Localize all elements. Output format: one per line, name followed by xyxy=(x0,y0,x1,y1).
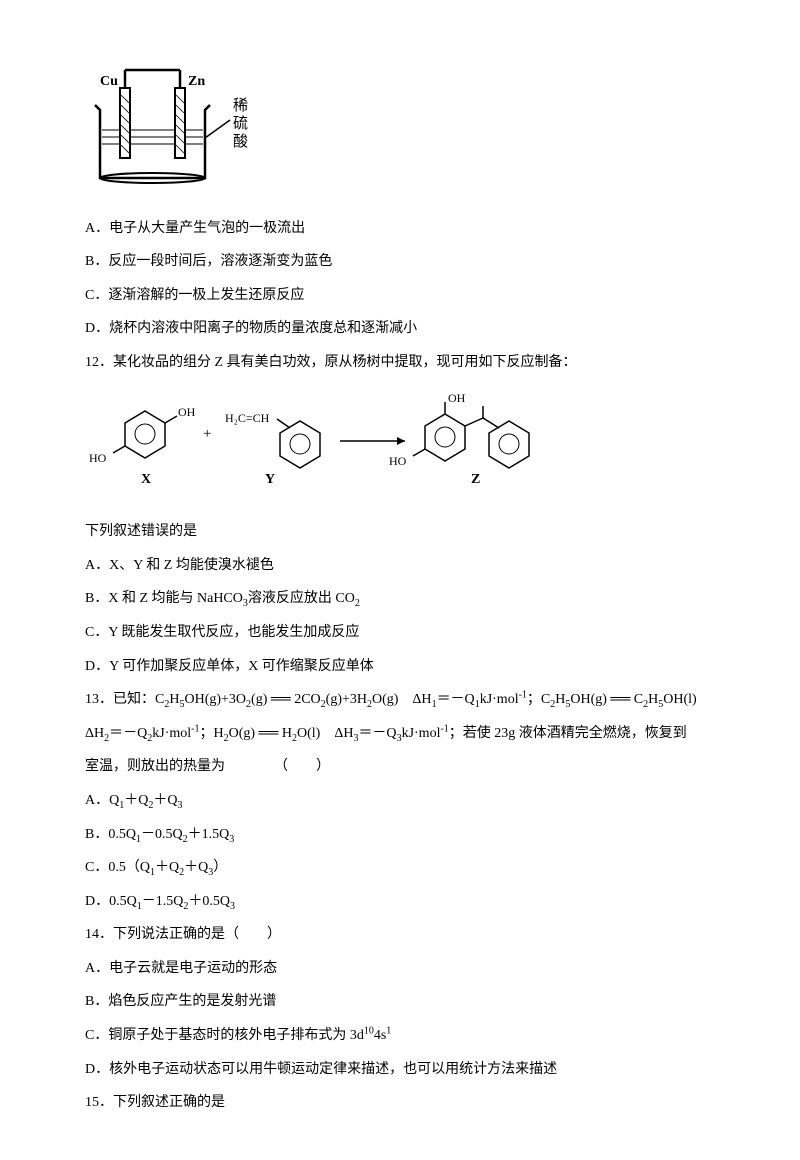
q12-option-b: B．X 和 Z 均能与 NaHCO3溶液反应放出 CO2 xyxy=(85,582,715,616)
beaker-diagram: Cu Zn 稀 硫 酸 xyxy=(85,60,715,204)
label-acid2: 硫 xyxy=(233,115,248,132)
q15-stem: 15．下列叙述正确的是 xyxy=(85,1086,715,1120)
svg-text:Y: Y xyxy=(265,472,275,487)
q14-option-d: D．核外电子运动状态可以用牛顿运动定律来描述，也可以用统计方法来描述 xyxy=(85,1053,715,1087)
label-cu: Cu xyxy=(100,74,118,89)
q11-option-a: A．电子从大量产生气泡的一极流出 xyxy=(85,212,715,246)
label-zn: Zn xyxy=(188,74,205,89)
q11-option-b: B．反应一段时间后，溶液逐渐变为蓝色 xyxy=(85,245,715,279)
q13-option-b: B．0.5Q1－0.5Q2＋1.5Q3 xyxy=(85,818,715,852)
svg-text:HO: HO xyxy=(389,454,407,468)
q14-option-a: A．电子云就是电子运动的形态 xyxy=(85,952,715,986)
q13-option-d: D．0.5Q1－1.5Q2＋0.5Q3 xyxy=(85,885,715,919)
q13-stem-2: ΔH2＝－Q2kJ·mol-1；H2O(g) ══ H2O(l) ΔH3＝－Q3… xyxy=(85,717,715,751)
q13-stem-1: 13．已知：C2H5OH(g)+3O2(g) ══ 2CO2(g)+3H2O(g… xyxy=(85,683,715,717)
svg-text:X: X xyxy=(141,472,151,487)
q12-option-a: A．X、Y 和 Z 均能使溴水褪色 xyxy=(85,549,715,583)
q12-sub: 下列叙述错误的是 xyxy=(85,515,715,549)
q13-option-a: A．Q1＋Q2＋Q3 xyxy=(85,784,715,818)
q14-option-b: B．焰色反应产生的是发射光谱 xyxy=(85,985,715,1019)
svg-text:H₂C=CH: H₂C=CH xyxy=(225,411,270,425)
q11-option-c: C．逐渐溶解的一极上发生还原反应 xyxy=(85,279,715,313)
q11-option-d: D．烧杯内溶液中阳离子的物质的量浓度总和逐渐减小 xyxy=(85,312,715,346)
q14-stem: 14．下列说法正确的是（ ） xyxy=(85,918,715,952)
q13-stem-3: 室温，则放出的热量为 （ ） xyxy=(85,750,715,784)
svg-text:Z: Z xyxy=(471,472,480,487)
reaction-diagram: OH HO X + H₂C=CH Y OH HO xyxy=(85,386,715,510)
svg-text:OH: OH xyxy=(178,405,196,419)
q12-option-d: D．Y 可作加聚反应单体，X 可作缩聚反应单体 xyxy=(85,650,715,684)
label-acid1: 稀 xyxy=(233,97,248,114)
q12-stem: 12．某化妆品的组分 Z 具有美白功效，原从杨树中提取，现可用如下反应制备： xyxy=(85,346,715,380)
svg-text:+: + xyxy=(203,426,211,442)
q14-option-c: C．铜原子处于基态时的核外电子排布式为 3d104s1 xyxy=(85,1019,715,1053)
svg-text:HO: HO xyxy=(89,451,107,465)
q13-option-c: C．0.5（Q1＋Q2＋Q3） xyxy=(85,851,715,885)
exam-page: Cu Zn 稀 硫 酸 A．电子从大量产生气泡的一极流出 B．反应一段时间后，溶… xyxy=(0,0,800,1160)
label-acid3: 酸 xyxy=(233,133,248,150)
svg-text:OH: OH xyxy=(448,391,466,405)
q12-option-c: C．Y 既能发生取代反应，也能发生加成反应 xyxy=(85,616,715,650)
